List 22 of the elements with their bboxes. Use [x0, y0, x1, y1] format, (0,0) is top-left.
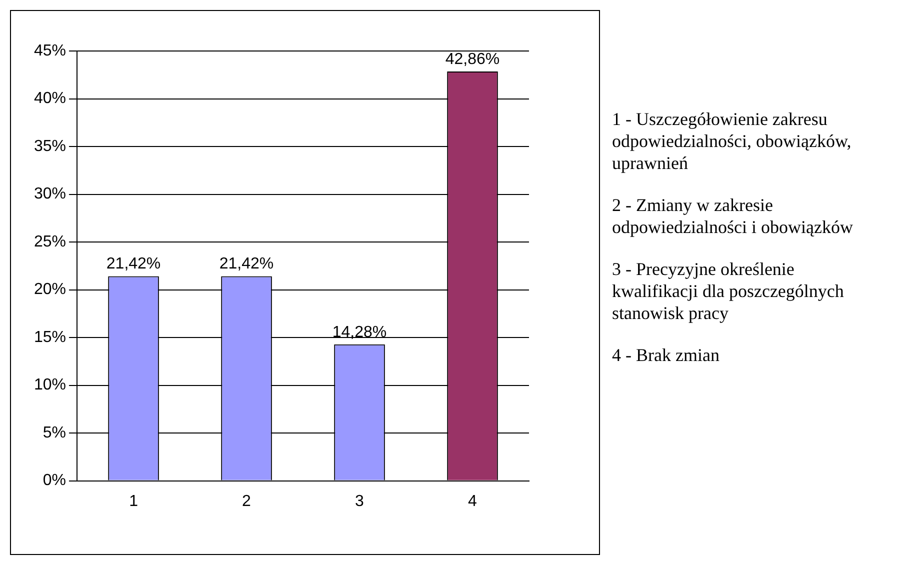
x-tick-label: 4 — [468, 492, 478, 510]
data-label: 21,42% — [219, 256, 274, 273]
text: 4 - Brak zmian — [612, 344, 720, 366]
y-tick-label: 15% — [34, 328, 66, 346]
y-tick-label: 5% — [42, 424, 66, 442]
y-tick-label: 25% — [34, 233, 66, 250]
x-tick-label: 1 — [129, 492, 138, 510]
y-tick-label: 0% — [42, 472, 66, 490]
data-label: 21,42% — [106, 256, 161, 273]
y-tick-label: 40% — [34, 90, 66, 108]
text: 2 - Zmiany w zakresie odpowiedzialności i obowiązków — [612, 194, 854, 238]
y-tick-label: 30% — [34, 186, 66, 203]
text: 3 - Precyzyjne określenie kwalifikacji dla poszczególnych stanowisk pracy — [612, 258, 845, 324]
y-tick-label: 10% — [34, 376, 66, 394]
y-tick-label: 35% — [34, 138, 66, 155]
y-tick-label: 45% — [34, 42, 66, 60]
data-label: 42,86% — [445, 50, 500, 68]
data-label: 14,28% — [332, 324, 387, 341]
y-tick-label: 20% — [34, 281, 66, 298]
text: 1 - Uszczegółowienie zakresu odpowiedzialności, obowiązków, uprawnień — [612, 108, 852, 174]
x-tick-label: 3 — [355, 492, 364, 510]
x-tick-label: 2 — [242, 492, 252, 510]
